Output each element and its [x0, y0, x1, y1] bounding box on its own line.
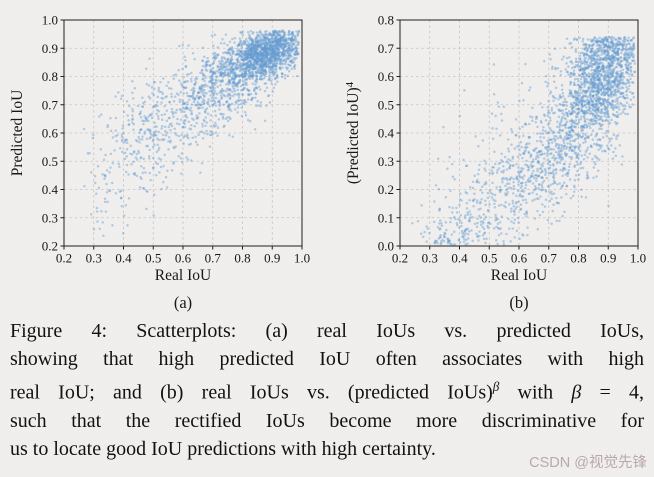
caption-line: such that the rectified IoUs become more… [10, 407, 644, 435]
caption-text: β [571, 381, 582, 404]
svg-text:0.5: 0.5 [378, 97, 394, 112]
svg-text:0.6: 0.6 [378, 69, 395, 84]
x-axis-label: Real IoU [155, 267, 211, 284]
svg-text:0.5: 0.5 [145, 251, 161, 266]
svg-text:0.6: 0.6 [175, 251, 192, 266]
panel-label: (b) [509, 293, 528, 312]
svg-text:0.3: 0.3 [42, 210, 58, 225]
y-axis-label: (Predicted IoU)4 [344, 81, 362, 184]
svg-text:0.8: 0.8 [570, 251, 586, 266]
svg-text:0.6: 0.6 [42, 126, 59, 141]
svg-text:0.4: 0.4 [42, 182, 59, 197]
csdn-watermark: CSDN @视觉先锋 [529, 455, 647, 471]
svg-text:1.0: 1.0 [42, 13, 58, 28]
panel-label: (a) [174, 293, 192, 312]
svg-text:0.5: 0.5 [42, 154, 58, 169]
caption-text: with [499, 381, 572, 404]
svg-text:0.2: 0.2 [392, 251, 408, 266]
svg-text:0.0: 0.0 [378, 239, 394, 254]
svg-text:0.4: 0.4 [451, 251, 468, 266]
svg-text:0.5: 0.5 [481, 251, 497, 266]
svg-text:0.8: 0.8 [378, 13, 394, 28]
svg-text:0.9: 0.9 [42, 41, 58, 56]
scatterplot-a: 0.2 0.3 0.4 0.5 0.6 0.7 0.8 0.9 1.0 0.2 0.3 0.4 0.5 0… [9, 13, 310, 313]
svg-text:0.7: 0.7 [378, 41, 395, 56]
caption-text: us to locate good IoU predictions with h… [10, 437, 436, 460]
svg-text:0.3: 0.3 [86, 251, 102, 266]
scatterplot-b: 0.2 0.3 0.4 0.5 0.6 0.7 0.8 0.9 1.0 0.0 0.1 0.2 0.3 0… [344, 13, 646, 313]
svg-text:0.9: 0.9 [600, 251, 616, 266]
svg-text:0.2: 0.2 [42, 239, 58, 254]
svg-text:0.8: 0.8 [234, 251, 250, 266]
caption-text: Figure 4: Scatterplots: (a) real IoUs vs… [10, 320, 644, 342]
svg-text:0.6: 0.6 [511, 251, 528, 266]
svg-text:1.0: 1.0 [294, 251, 310, 266]
caption-line: Figure 4: Scatterplots: (a) real IoUs vs… [10, 317, 644, 345]
caption-text: = 4, [581, 381, 645, 404]
svg-text:0.3: 0.3 [378, 154, 394, 169]
figure-panels: 0.2 0.3 0.4 0.5 0.6 0.7 0.8 0.9 1.0 0.2 0.3 0.4 0.5 0… [9, 13, 646, 313]
caption-line: real IoU; and (b) real IoUs vs. (predict… [10, 373, 644, 407]
svg-text:0.7: 0.7 [42, 97, 59, 112]
caption-text: such that the rectified IoUs become more… [10, 409, 644, 432]
svg-text:0.9: 0.9 [264, 251, 280, 266]
svg-text:0.4: 0.4 [378, 126, 395, 141]
svg-text:0.7: 0.7 [205, 251, 222, 266]
caption-line: showing that high predicted IoU often as… [10, 345, 644, 373]
scatter-points [411, 35, 637, 246]
svg-text:1.0: 1.0 [630, 251, 646, 266]
x-axis-label: Real IoU [491, 267, 547, 284]
figure-caption: Figure 4: Scatterplots: (a) real IoUs vs… [10, 317, 644, 463]
svg-text:0.2: 0.2 [378, 182, 394, 197]
y-axis-label: Predicted IoU [9, 90, 26, 177]
svg-text:0.2: 0.2 [56, 251, 72, 266]
caption-text: real IoU; and (b) real IoUs vs. (predict… [10, 381, 493, 404]
svg-text:0.8: 0.8 [42, 69, 58, 84]
svg-text:0.3: 0.3 [422, 251, 438, 266]
svg-text:0.1: 0.1 [378, 210, 394, 225]
svg-text:0.4: 0.4 [115, 251, 132, 266]
svg-text:0.7: 0.7 [541, 251, 558, 266]
caption-text: showing that high predicted IoU often as… [10, 348, 644, 370]
